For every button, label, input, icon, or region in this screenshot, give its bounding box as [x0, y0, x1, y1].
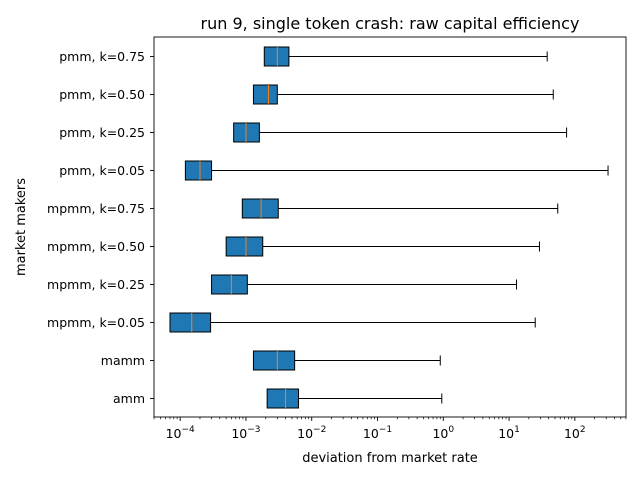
x-axis-label: deviation from market rate [302, 451, 478, 466]
box-group [252, 84, 554, 105]
box-group [225, 236, 540, 257]
iqr-box [184, 160, 213, 181]
y-tick-label: pmm, k=0.50 [59, 87, 145, 102]
y-tick-label: mpmm, k=0.05 [47, 315, 145, 330]
iqr-box [252, 350, 296, 371]
box-group [233, 122, 568, 143]
x-tick-label: 10−4 [166, 425, 195, 441]
x-tick-label: 101 [498, 425, 520, 441]
x-tick-label: 102 [564, 425, 586, 441]
box-group [266, 388, 443, 409]
box-group [241, 198, 559, 219]
iqr-box [225, 236, 264, 257]
iqr-box [169, 312, 212, 333]
iqr-box [263, 46, 290, 67]
x-tick-label: 10−3 [231, 425, 260, 441]
iqr-box [266, 388, 300, 409]
box-group [263, 46, 548, 67]
chart-title: run 9, single token crash: raw capital e… [201, 14, 580, 33]
iqr-box [241, 198, 279, 219]
plot-area [154, 37, 626, 417]
y-tick-label: mamm [101, 353, 145, 368]
y-tick-label: mpmm, k=0.25 [47, 277, 145, 292]
y-tick-label: amm [113, 391, 145, 406]
box-group [252, 350, 441, 371]
y-tick-label: pmm, k=0.05 [59, 163, 145, 178]
y-axis-label: market makers [14, 178, 29, 276]
box-group [184, 160, 609, 181]
y-tick-label: pmm, k=0.75 [59, 49, 145, 64]
box-group [169, 312, 536, 333]
y-tick-label: pmm, k=0.25 [59, 125, 145, 140]
box-group [211, 274, 518, 295]
y-axis-ticks: pmm, k=0.75 pmm, k=0.50 pmm, k=0.25 pmm, k=… [47, 49, 154, 406]
x-tick-label: 10−1 [363, 425, 392, 441]
x-tick-label: 100 [432, 425, 454, 441]
box-marks [169, 46, 609, 409]
iqr-box [211, 274, 248, 295]
plot-frame [153, 36, 627, 418]
iqr-box [233, 122, 260, 143]
x-tick-label: 10−2 [297, 425, 326, 441]
x-axis-ticks: 10−4 10−3 10−2 10−1 100 101 102 [153, 417, 627, 441]
iqr-box [252, 84, 278, 105]
y-tick-label: mpmm, k=0.75 [47, 201, 145, 216]
y-tick-label: mpmm, k=0.50 [47, 239, 145, 254]
